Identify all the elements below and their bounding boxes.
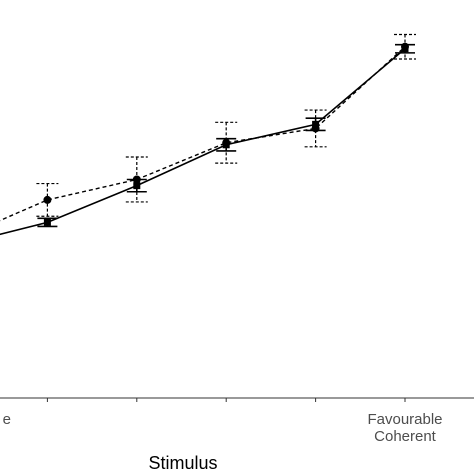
x-tick-label-0-0: e: [3, 411, 11, 428]
data-point-4: [311, 124, 320, 133]
data-point-2: [133, 182, 141, 190]
x-tick-label-1-0: Favourable: [367, 411, 442, 428]
x-tick-label-1-1: Coherent: [374, 428, 437, 445]
data-point-5: [401, 42, 409, 51]
data-point-4: [312, 120, 320, 128]
series-line: [0, 46, 406, 222]
x-ticks: [46, 398, 406, 402]
series-dashed: [0, 33, 416, 222]
series-layer: [0, 33, 416, 236]
data-point-3: [222, 138, 231, 147]
data-point-2: [132, 175, 141, 184]
series-solid: [0, 43, 415, 236]
series-line: [0, 48, 406, 236]
x-axis-title: Stimulus: [148, 453, 217, 473]
data-point-1: [43, 218, 51, 226]
data-point-1: [43, 195, 52, 204]
